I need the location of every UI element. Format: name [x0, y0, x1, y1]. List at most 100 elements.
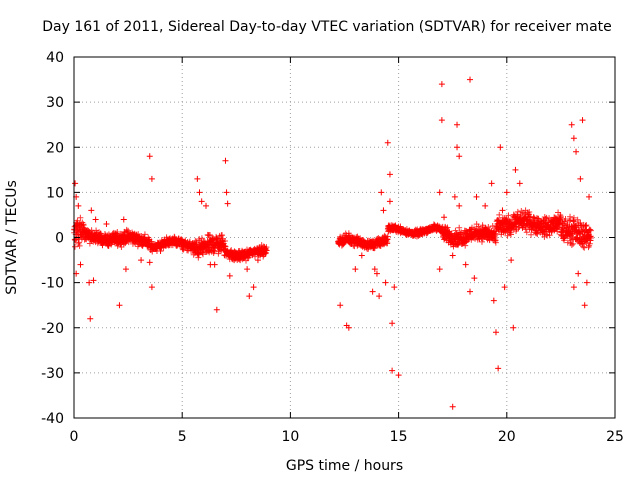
- data-point: [523, 229, 530, 236]
- data-point: [564, 239, 571, 246]
- data-point: [568, 121, 575, 128]
- data-point: [120, 216, 127, 223]
- data-point: [522, 226, 529, 233]
- x-tick-label: 0: [70, 429, 79, 445]
- data-point: [585, 244, 592, 251]
- data-point: [482, 202, 489, 209]
- y-tick-label: 40: [46, 50, 64, 66]
- data-point: [467, 76, 474, 83]
- data-point: [449, 252, 456, 259]
- data-point: [449, 403, 456, 410]
- data-point: [587, 227, 594, 234]
- data-point: [467, 288, 474, 295]
- data-point: [384, 233, 391, 240]
- data-point: [87, 315, 94, 322]
- data-point: [573, 148, 580, 155]
- data-point: [516, 180, 523, 187]
- data-point: [456, 224, 463, 231]
- data-point: [263, 247, 270, 254]
- data-point: [386, 198, 393, 205]
- data-point: [508, 257, 515, 264]
- chart-title: Day 161 of 2011, Sidereal Day-to-day VTE…: [42, 19, 612, 35]
- data-point: [582, 223, 589, 230]
- data-point: [570, 214, 577, 221]
- data-point: [583, 279, 590, 286]
- y-tick-label: -40: [41, 411, 64, 427]
- x-tick-label: 25: [606, 429, 624, 445]
- data-point: [90, 277, 97, 284]
- data-point: [382, 279, 389, 286]
- data-point: [231, 257, 238, 264]
- data-point: [588, 235, 595, 242]
- data-point: [397, 223, 404, 230]
- data-point: [488, 180, 495, 187]
- data-point: [497, 144, 504, 151]
- data-point: [570, 135, 577, 142]
- data-point: [157, 248, 164, 255]
- data-point: [575, 270, 582, 277]
- data-point: [254, 257, 261, 264]
- data-point: [438, 117, 445, 124]
- data-point: [568, 242, 575, 249]
- data-point: [570, 284, 577, 291]
- y-tick-label: -20: [41, 321, 64, 337]
- data-point: [77, 261, 84, 268]
- x-tick-label: 5: [178, 429, 187, 445]
- data-point: [454, 121, 461, 128]
- data-point: [534, 231, 541, 238]
- data-point: [246, 293, 253, 300]
- data-point: [438, 81, 445, 88]
- data-point: [546, 232, 553, 239]
- data-point: [574, 216, 581, 223]
- data-point: [492, 231, 499, 238]
- data-point: [580, 243, 587, 250]
- data-point: [587, 226, 594, 233]
- data-point: [76, 239, 83, 246]
- x-tick-label: 15: [390, 429, 408, 445]
- data-point: [80, 222, 87, 229]
- data-point: [196, 189, 203, 196]
- data-point: [148, 284, 155, 291]
- data-point: [148, 175, 155, 182]
- data-point: [441, 214, 448, 221]
- data-point: [378, 189, 385, 196]
- data-point: [373, 270, 380, 277]
- data-point: [352, 266, 359, 273]
- data-point: [198, 198, 205, 205]
- data-point: [495, 365, 502, 372]
- data-point: [499, 207, 506, 214]
- data-point: [456, 153, 463, 160]
- data-point: [581, 244, 588, 251]
- data-point: [492, 239, 499, 246]
- y-tick-label: -30: [41, 366, 64, 382]
- data-point: [146, 153, 153, 160]
- data-point: [75, 202, 82, 209]
- data-point: [568, 230, 575, 237]
- data-point: [358, 252, 365, 259]
- data-point: [462, 261, 469, 268]
- data-point: [581, 302, 588, 309]
- axes: 0 5 10 15 20 25 -40 -30 -20 -10 0 10 20 30 40: [41, 50, 624, 445]
- data-point: [462, 242, 469, 249]
- data-point: [557, 213, 564, 220]
- data-point: [579, 117, 586, 124]
- data-point: [198, 235, 205, 242]
- data-point: [146, 259, 153, 266]
- grid: [74, 57, 615, 418]
- data-point: [103, 220, 110, 227]
- data-point: [337, 302, 344, 309]
- data-point: [76, 242, 83, 249]
- data-point: [86, 279, 93, 286]
- data-point: [384, 139, 391, 146]
- data-point: [224, 200, 231, 207]
- data-point: [391, 284, 398, 291]
- data-point: [562, 216, 569, 223]
- data-point: [530, 214, 537, 221]
- data-point: [577, 175, 584, 182]
- data-point: [471, 275, 478, 282]
- data-point: [475, 223, 482, 230]
- data-point: [222, 157, 229, 164]
- x-tick-label: 10: [281, 429, 299, 445]
- y-tick-label: 20: [46, 140, 64, 156]
- data-point: [527, 213, 534, 220]
